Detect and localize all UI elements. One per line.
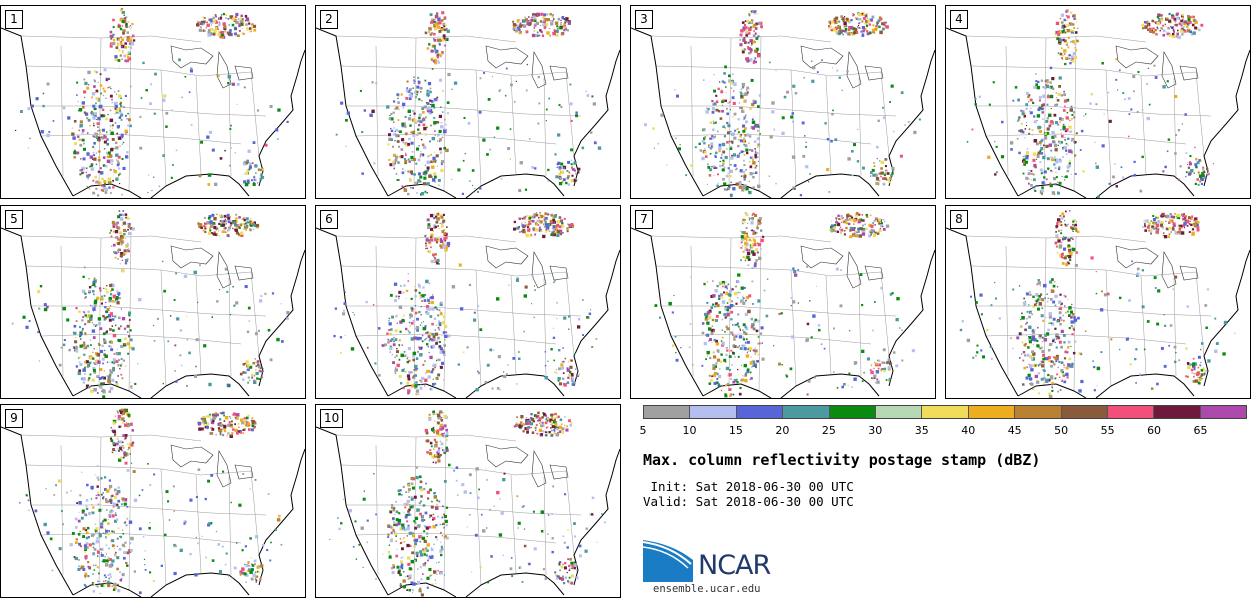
member-number: 1 [5,10,23,29]
colorbar-tick-label: 60 [1147,424,1162,437]
reflectivity-map [316,212,620,398]
colorbar-segment [736,406,784,418]
member-number: 8 [950,210,968,229]
colorbar-tick-label: 30 [868,424,883,437]
member-panel-2: 2 [315,5,621,199]
colorbar-tick-label: 25 [821,424,836,437]
reflectivity-map [631,212,935,398]
reflectivity-map [1,408,305,597]
reflectivity-map [1,210,305,398]
member-number: 9 [5,409,23,428]
member-panel-4: 4 [945,5,1251,199]
member-number: 3 [635,10,653,29]
reflectivity-map [946,210,1250,398]
member-number: 2 [320,10,338,29]
reflectivity-map [1,8,305,198]
colorbar-segment [875,406,923,418]
member-panel-7: 7 [630,205,936,399]
member-panel-9: 9 [0,404,306,598]
colorbar-segment [1061,406,1108,418]
reflectivity-map [316,11,620,198]
valid-time: Valid: Sat 2018-06-30 00 UTC [643,494,854,509]
member-number: 4 [950,10,968,29]
colorbar-segment [1154,406,1201,418]
colorbar-tick-label: 50 [1054,424,1069,437]
member-number: 6 [320,210,338,229]
logo-text: NCAR [698,550,771,581]
colorbar-tick-label: 45 [1007,424,1022,437]
colorbar-tick-label: 10 [682,424,697,437]
init-time: Init: Sat 2018-06-30 00 UTC [643,479,854,494]
colorbar-tick-label: 15 [728,424,743,437]
ncar-logo-icon [643,540,693,582]
colorbar-segment [783,406,830,418]
colorbar-tick-label: 55 [1100,424,1115,437]
member-number: 10 [320,409,344,428]
member-panel-3: 3 [630,5,936,199]
reflectivity-map [946,9,1250,198]
colorbar-segment [1015,406,1062,418]
reflectivity-colorbar [643,405,1247,419]
plot-title: Max. column reflectivity postage stamp (… [643,451,1041,469]
colorbar-ticks: 5 10 15 20 25 30 35 40 45 50 55 60 65 [639,424,1247,438]
reflectivity-map [631,10,935,198]
colorbar-tick-label: 40 [961,424,976,437]
colorbar-segment [968,406,1016,418]
site-url: ensemble.ucar.edu [653,583,761,595]
colorbar-tick-label: 65 [1193,424,1208,437]
member-panel-5: 5 [0,205,306,399]
member-panel-10: 10 [315,404,621,598]
colorbar-tick-label: 20 [775,424,790,437]
member-number: 5 [5,210,23,229]
member-panel-6: 6 [315,205,621,399]
colorbar-segment [922,406,969,418]
colorbar-segment [1107,406,1155,418]
member-panel-8: 8 [945,205,1251,399]
colorbar-segment [690,406,737,418]
reflectivity-map [316,410,620,597]
member-panel-1: 1 [0,5,306,199]
colorbar-tick-label: 5 [639,424,647,437]
member-number: 7 [635,210,653,229]
colorbar-segment [829,406,876,418]
colorbar-segment [1200,406,1247,418]
colorbar-segment [644,406,691,418]
colorbar-tick-label: 35 [914,424,929,437]
